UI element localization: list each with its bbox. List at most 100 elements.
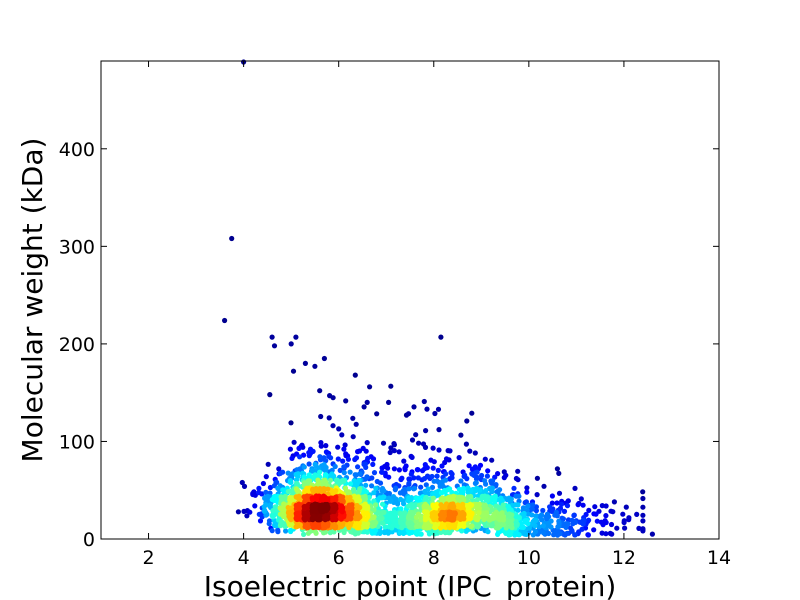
data-point <box>439 481 445 487</box>
data-point <box>409 509 415 516</box>
data-point <box>260 480 266 487</box>
data-point <box>398 520 404 526</box>
data-point <box>411 404 417 410</box>
data-point <box>366 494 372 500</box>
data-point <box>489 488 495 494</box>
data-point <box>387 449 393 456</box>
data-point <box>485 529 491 535</box>
data-point <box>533 517 539 524</box>
data-point <box>448 470 454 476</box>
data-point <box>420 441 427 447</box>
data-point <box>361 529 367 535</box>
data-point <box>363 464 369 470</box>
data-point <box>489 457 495 463</box>
data-point <box>301 531 307 538</box>
data-point <box>439 513 445 520</box>
data-point <box>406 486 412 492</box>
data-point <box>575 502 581 508</box>
data-point <box>466 463 472 469</box>
data-point <box>244 513 250 519</box>
data-point <box>556 518 562 524</box>
data-point <box>267 484 273 491</box>
data-point <box>529 506 536 512</box>
data-point <box>317 469 323 475</box>
data-point <box>289 455 295 461</box>
data-point <box>572 532 578 538</box>
data-point <box>429 484 436 490</box>
data-point <box>293 471 299 477</box>
data-point <box>435 467 441 473</box>
data-point <box>326 415 332 421</box>
data-point <box>492 496 498 502</box>
data-point <box>350 415 356 421</box>
data-point <box>364 399 370 405</box>
data-point <box>337 467 343 473</box>
data-point <box>285 504 291 511</box>
data-point <box>443 456 450 462</box>
data-point <box>362 488 368 494</box>
data-point <box>622 525 628 531</box>
data-point <box>396 449 402 455</box>
data-point <box>262 495 268 501</box>
data-point <box>521 530 527 536</box>
data-point <box>443 477 449 483</box>
data-point <box>335 444 341 450</box>
data-point <box>306 461 312 467</box>
data-point <box>262 507 268 514</box>
data-point <box>302 360 308 366</box>
data-point <box>490 515 496 522</box>
data-point <box>390 523 396 529</box>
data-point <box>277 523 283 529</box>
data-point <box>316 525 322 531</box>
data-point <box>554 466 561 472</box>
data-point <box>466 487 472 493</box>
data-point <box>476 510 482 516</box>
data-point <box>416 495 422 501</box>
data-point <box>540 530 547 536</box>
data-point <box>464 476 470 482</box>
data-point <box>640 528 646 534</box>
data-point <box>322 477 328 483</box>
data-point <box>599 503 605 509</box>
data-point <box>303 522 309 529</box>
data-point <box>585 532 591 538</box>
data-point <box>357 471 363 477</box>
data-point <box>294 504 300 510</box>
data-point <box>455 502 461 508</box>
data-point <box>456 455 462 461</box>
data-point <box>370 461 376 467</box>
data-point <box>446 514 453 520</box>
data-point <box>533 513 539 519</box>
data-point <box>430 502 436 508</box>
data-point <box>576 529 582 535</box>
data-point <box>549 500 555 506</box>
data-point <box>267 503 273 509</box>
data-point <box>402 465 408 471</box>
data-point <box>469 471 475 477</box>
data-point <box>467 448 473 454</box>
data-point <box>294 467 300 473</box>
data-point <box>500 502 506 508</box>
data-point <box>327 477 334 483</box>
data-point <box>516 493 522 499</box>
data-point <box>402 490 408 496</box>
data-point <box>423 482 429 488</box>
data-point <box>525 503 531 509</box>
data-point <box>341 529 347 536</box>
data-point <box>431 478 437 484</box>
data-point <box>301 452 307 458</box>
data-point <box>360 509 366 515</box>
data-point <box>620 511 626 517</box>
data-point <box>463 441 469 447</box>
data-point <box>591 527 597 533</box>
data-point <box>380 494 386 501</box>
data-point <box>436 447 442 453</box>
data-point <box>623 504 629 510</box>
data-point <box>285 470 291 476</box>
data-point <box>338 524 344 530</box>
data-point <box>430 465 436 471</box>
data-point <box>508 518 514 524</box>
data-point <box>459 528 465 534</box>
data-point <box>265 461 271 467</box>
data-point <box>330 423 336 429</box>
